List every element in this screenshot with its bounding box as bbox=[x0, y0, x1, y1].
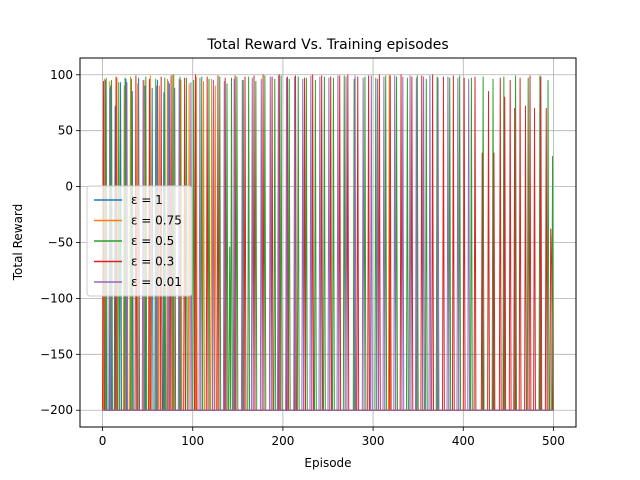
legend-box bbox=[86, 185, 193, 297]
x-axis-label: Episode bbox=[304, 456, 351, 470]
x-tick-label: 200 bbox=[271, 434, 294, 448]
x-tick-label: 500 bbox=[542, 434, 565, 448]
legend-label-2: ε = 0.5 bbox=[131, 234, 174, 248]
series-layer bbox=[102, 74, 554, 411]
x-tick-label: 400 bbox=[452, 434, 475, 448]
y-tick-label: −100 bbox=[40, 291, 73, 305]
legend-label-0: ε = 1 bbox=[131, 193, 163, 207]
x-tick-label: 100 bbox=[181, 434, 204, 448]
y-tick-label: −200 bbox=[40, 403, 73, 417]
y-axis-label: Total Reward bbox=[11, 204, 25, 282]
legend-label-3: ε = 0.3 bbox=[131, 255, 174, 269]
legend-label-1: ε = 0.75 bbox=[131, 214, 182, 228]
series-line-4 bbox=[102, 75, 554, 411]
x-tick-label: 0 bbox=[99, 434, 107, 448]
y-tick-label: −150 bbox=[40, 347, 73, 361]
legend: ε = 1 ε = 0.75 ε = 0.5 ε = 0.3 ε = 0.01 bbox=[86, 185, 193, 297]
chart-title: Total Reward Vs. Training episodes bbox=[206, 37, 448, 53]
y-tick-label: 100 bbox=[50, 68, 73, 82]
x-tick-label: 300 bbox=[362, 434, 385, 448]
y-tick-label: −50 bbox=[48, 236, 73, 250]
legend-label-4: ε = 0.01 bbox=[131, 275, 182, 289]
y-tick-label: 50 bbox=[58, 124, 73, 138]
y-tick-label: 0 bbox=[65, 180, 73, 194]
